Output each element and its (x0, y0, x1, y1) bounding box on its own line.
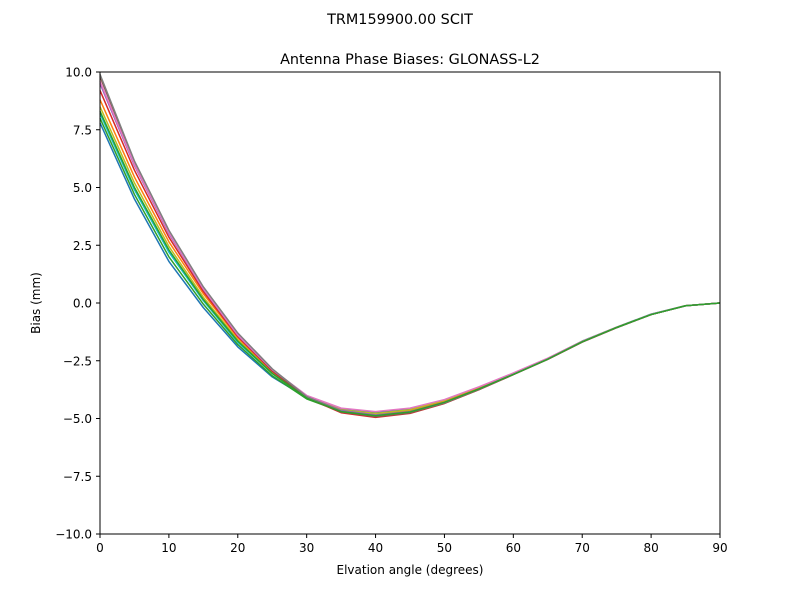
x-axis-ticks: 0 10 20 30 40 50 60 70 80 90 (96, 534, 728, 555)
series-line-2 (99, 117, 721, 416)
x-tick-label: 70 (575, 541, 590, 555)
y-tick-label: −7.5 (63, 470, 92, 484)
series-line-5 (99, 99, 721, 416)
x-tick-label: 50 (437, 541, 452, 555)
y-axis-label: Bias (mm) (29, 272, 43, 334)
y-tick-label: 2.5 (73, 239, 92, 253)
series-line-6 (99, 90, 721, 419)
x-tick-label: 20 (230, 541, 245, 555)
chart-title: Antenna Phase Biases: GLONASS-L2 (280, 52, 540, 68)
y-tick-label: −2.5 (63, 354, 92, 368)
figure-suptitle: TRM159900.00 SCIT (326, 12, 473, 28)
y-tick-label: 7.5 (73, 123, 92, 137)
series-line-8 (99, 76, 721, 418)
y-tick-label: −5.0 (63, 412, 92, 426)
y-tick-label: 10.0 (65, 66, 92, 80)
series-line-3 (99, 113, 721, 415)
y-tick-label: 5.0 (73, 181, 92, 195)
x-tick-label: 30 (299, 541, 314, 555)
y-tick-label: −10.0 (55, 528, 92, 542)
series-line-10 (99, 74, 721, 417)
series-line-4 (99, 106, 721, 415)
y-tick-label: 0.0 (73, 297, 92, 311)
series-layer (99, 74, 721, 419)
series-line-1 (99, 122, 721, 414)
x-tick-label: 10 (161, 541, 176, 555)
series-line-7 (99, 83, 721, 416)
x-tick-label: 90 (712, 541, 727, 555)
x-axis-label: Elvation angle (degrees) (337, 563, 484, 577)
series-line-9 (99, 80, 721, 413)
y-axis-ticks: 10.0 7.5 5.0 2.5 0.0 −2.5 −5.0 −7.5 −10.0 (55, 66, 100, 542)
x-tick-label: 80 (643, 541, 658, 555)
x-tick-label: 60 (506, 541, 521, 555)
x-tick-label: 40 (368, 541, 383, 555)
plot-frame (99, 71, 721, 535)
x-tick-label: 0 (96, 541, 104, 555)
series-line-11 (99, 110, 721, 417)
